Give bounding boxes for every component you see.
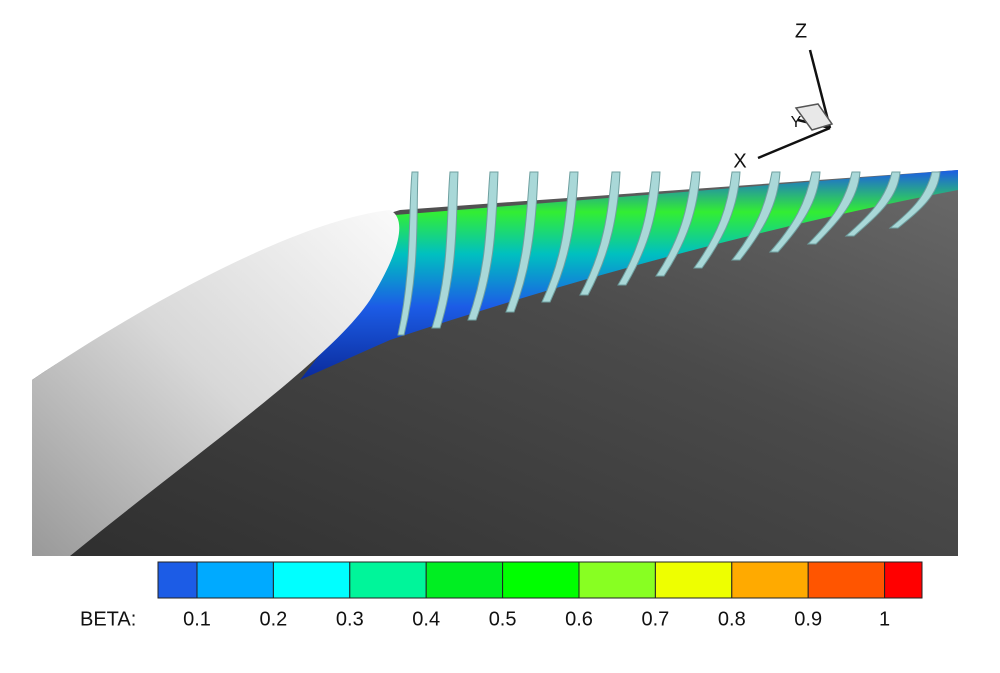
legend-label: 0.2: [259, 608, 287, 630]
legend-swatch: [349, 561, 427, 599]
z-axis: [808, 49, 832, 129]
legend-label: 0.5: [489, 608, 517, 630]
legend-label: 0.6: [565, 608, 593, 630]
legend-swatch: [502, 561, 580, 599]
legend-label: 0.3: [336, 608, 364, 630]
legend-swatch: [731, 561, 809, 599]
legend-swatch: [807, 561, 886, 599]
legend-swatch: [884, 561, 923, 599]
legend-swatch: [196, 561, 274, 599]
legend-label: 0.8: [718, 608, 746, 630]
blades: [397, 171, 941, 336]
legend-swatch: [654, 561, 733, 599]
legend: BETA: 0.1 0.2 0.3 0.4 0.5 0.6 0.7 0.8 0.9 1: [80, 561, 923, 630]
render: [32, 170, 958, 556]
x-axis: [757, 126, 831, 160]
legend-title: BETA:: [80, 608, 136, 630]
legend-label: 0.7: [641, 608, 669, 630]
legend-swatch: [272, 561, 351, 599]
axis-triad: [757, 49, 834, 160]
legend-label: 0.9: [794, 608, 822, 630]
legend-label: 1: [879, 608, 890, 630]
legend-label: 0.4: [412, 608, 440, 630]
legend-swatch: [578, 561, 656, 599]
cube: [794, 103, 834, 131]
nose: [32, 210, 400, 556]
legend-label: 0.1: [183, 608, 211, 630]
z-label: Z: [795, 20, 807, 42]
legend-swatch: [425, 561, 504, 599]
x-label: X: [733, 150, 746, 172]
legend-swatch: [157, 561, 198, 599]
y-label: Y: [791, 114, 802, 131]
